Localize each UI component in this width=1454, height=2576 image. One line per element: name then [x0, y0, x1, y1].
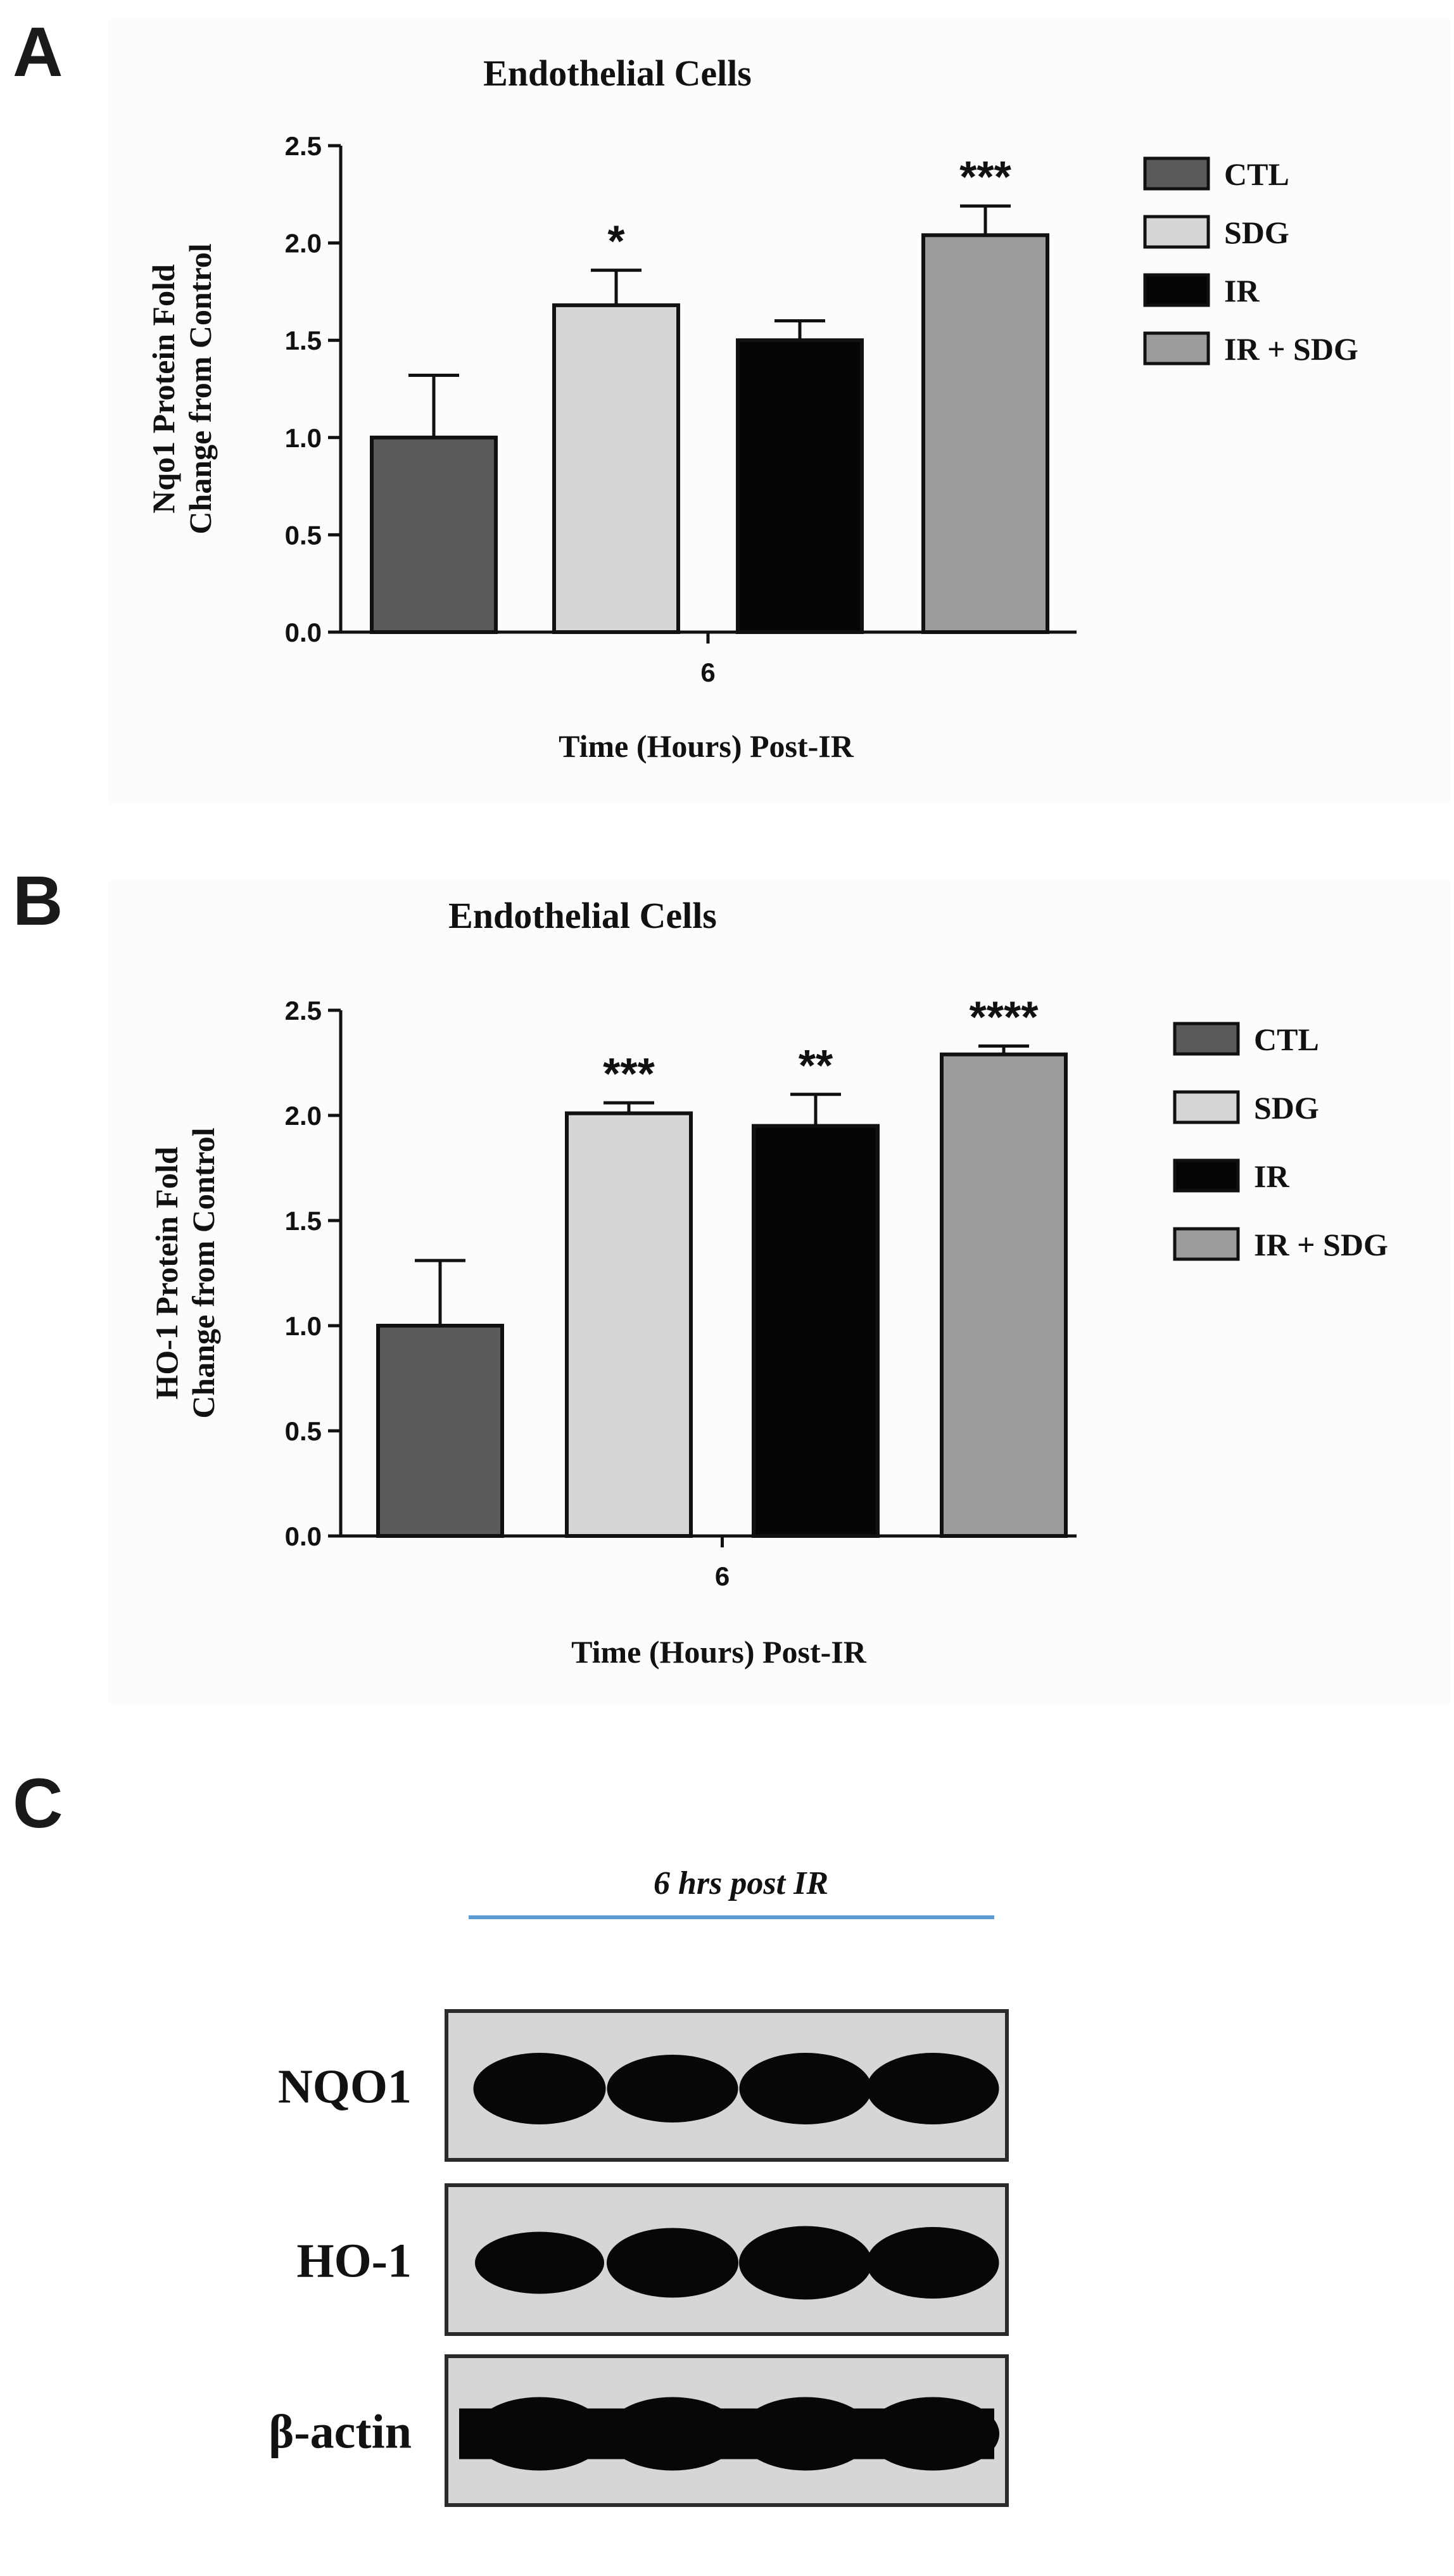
legend-label: IR + SDG [1224, 331, 1358, 367]
y-tick-label: 2.5 [285, 996, 322, 1025]
blot-row-label: NQO1 [278, 2060, 412, 2114]
legend-label: IR + SDG [1254, 1227, 1388, 1262]
blot-band [607, 2055, 738, 2122]
bar-ir [736, 338, 864, 634]
legend-swatch [1143, 331, 1210, 365]
bar-sdg [552, 303, 680, 634]
blot-header: 6 hrs post IR [654, 1865, 828, 1901]
x-axis-title: Time (Hours) Post-IR [571, 1634, 867, 1670]
panel-letter-a: A [13, 13, 63, 91]
y-tick-label: 0.0 [285, 1521, 322, 1551]
legend-swatch [1173, 1022, 1240, 1056]
legend-label: CTL [1224, 156, 1289, 192]
panel-letter-b: B [13, 862, 63, 940]
blot-band [473, 2053, 606, 2124]
x-axis-title: Time (Hours) Post-IR [559, 728, 854, 764]
chart-a: Endothelial Cells0.00.51.01.52.02.56****… [146, 53, 1358, 764]
y-tick-label: 0.0 [285, 618, 322, 647]
legend-swatch [1173, 1090, 1240, 1124]
x-tick-label: 6 [700, 657, 715, 687]
bar-sdg [565, 1111, 693, 1539]
blot-band [866, 2227, 999, 2299]
bar-ctl [370, 435, 498, 634]
chart-title: Endothelial Cells [483, 53, 752, 94]
legend-label: CTL [1254, 1022, 1319, 1057]
y-tick-label: 0.5 [285, 1416, 322, 1446]
legend-label: SDG [1254, 1090, 1319, 1126]
y-tick-label: 2.5 [285, 131, 322, 161]
chart-title: Endothelial Cells [448, 895, 717, 936]
bar-ir [752, 1124, 880, 1538]
significance-marker: *** [603, 1049, 655, 1098]
significance-marker: *** [959, 152, 1011, 201]
legend-swatch [1143, 156, 1210, 191]
blot-row-label: HO-1 [296, 2235, 412, 2288]
significance-marker: * [607, 217, 625, 266]
y-axis-title: HO-1 Protein FoldChange from Control [149, 1127, 221, 1418]
significance-marker: ** [799, 1041, 833, 1090]
y-tick-label: 2.0 [285, 1101, 322, 1131]
panel-letter-c: C [13, 1765, 63, 1843]
bar-ir-sdg [940, 1052, 1068, 1538]
significance-marker: **** [970, 992, 1039, 1041]
blot-band [739, 2226, 872, 2300]
y-tick-label: 1.5 [285, 1206, 322, 1236]
y-tick-label: 1.5 [285, 326, 322, 355]
y-tick-label: 2.0 [285, 229, 322, 258]
legend-swatch [1143, 215, 1210, 249]
bar-ir-sdg [921, 233, 1049, 634]
legend-swatch [1173, 1227, 1240, 1261]
blot-band [866, 2053, 999, 2124]
y-axis-title: Nqo1 Protein FoldChange from Control [146, 243, 218, 534]
x-tick-label: 6 [715, 1561, 730, 1591]
legend-swatch [1143, 273, 1210, 307]
y-tick-label: 0.5 [285, 520, 322, 550]
legend-swatch [1173, 1158, 1240, 1193]
blot-row-label: β-actin [269, 2406, 412, 2459]
blot-band [475, 2231, 604, 2294]
legend-label: IR [1254, 1158, 1289, 1194]
legend-label: IR [1224, 273, 1260, 308]
y-tick-label: 1.0 [285, 423, 322, 453]
blot-band-merged [459, 2408, 994, 2459]
bar-ctl [376, 1324, 504, 1538]
western-blot: 6 hrs post IRCTRSDGIRIR+SDGNQO1HO-1β-act… [269, 1865, 1009, 2507]
y-tick-label: 1.0 [285, 1311, 322, 1341]
blot-band [607, 2228, 738, 2298]
blot-band [739, 2053, 872, 2124]
legend-label: SDG [1224, 215, 1289, 250]
